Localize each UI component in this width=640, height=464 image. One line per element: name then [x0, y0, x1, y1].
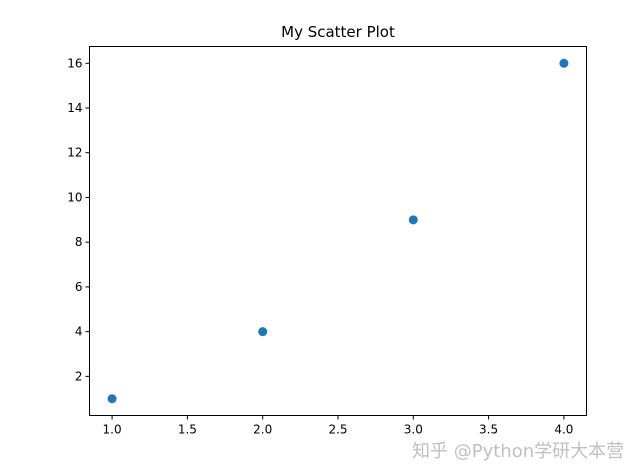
- chart-title: My Scatter Plot: [281, 23, 395, 41]
- y-tick-label: 4: [75, 325, 83, 339]
- x-tick-label: 3.5: [479, 423, 498, 437]
- x-tick-label: 1.5: [178, 423, 197, 437]
- plot-area: [89, 46, 587, 416]
- x-tick-label: 3.0: [404, 423, 423, 437]
- scatter-point: [258, 327, 268, 337]
- scatter-point: [107, 394, 117, 404]
- y-tick-label: 16: [67, 56, 82, 70]
- y-tick-label: 6: [75, 280, 83, 294]
- x-tick-label: 1.0: [103, 423, 122, 437]
- y-tick-label: 10: [67, 190, 82, 204]
- scatter-point: [408, 215, 418, 225]
- x-tick-label: 2.0: [253, 423, 272, 437]
- y-tick-label: 14: [67, 101, 82, 115]
- y-tick-label: 2: [75, 369, 83, 383]
- x-tick-label: 2.5: [328, 423, 347, 437]
- x-tick-label: 4.0: [554, 423, 573, 437]
- y-tick-label: 8: [75, 235, 83, 249]
- watermark: 知乎 @Python学研大本营: [412, 441, 625, 462]
- y-tick-label: 12: [67, 146, 82, 160]
- scatter-point: [559, 58, 569, 68]
